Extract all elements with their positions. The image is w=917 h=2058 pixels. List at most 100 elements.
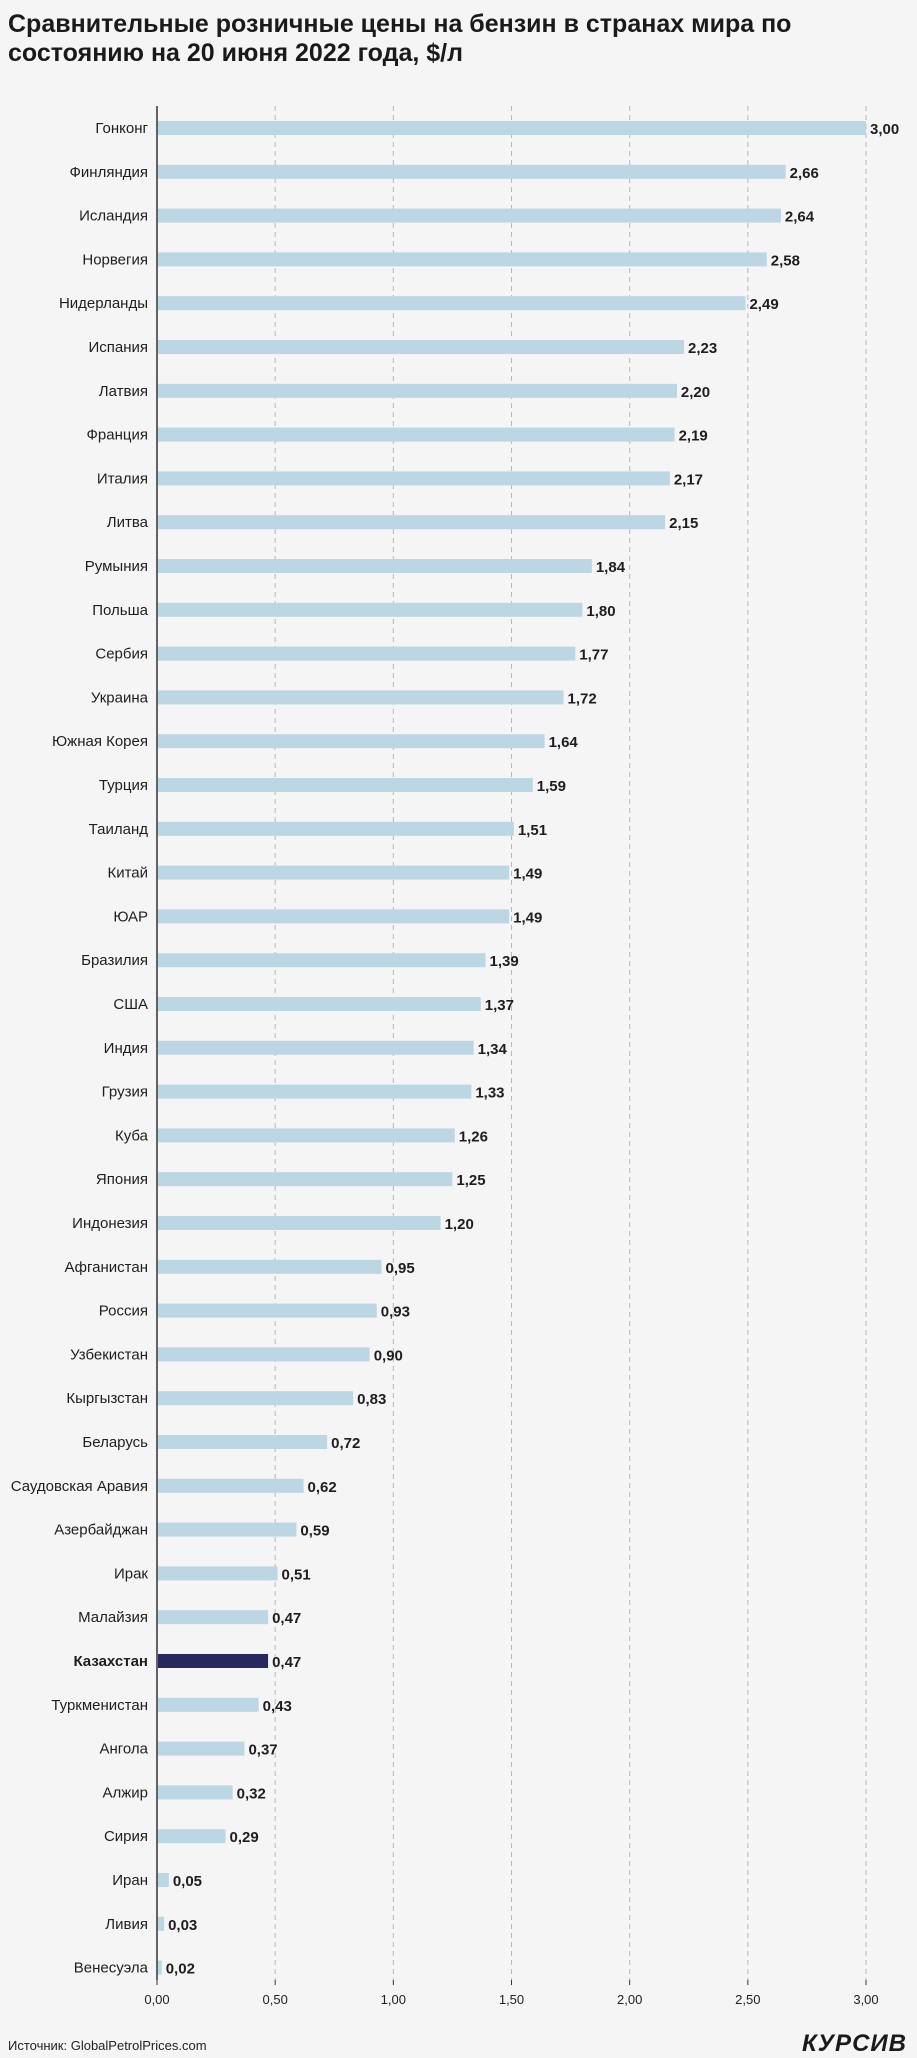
value-label: 0,51 — [282, 1566, 311, 1583]
x-tick-label: 1,50 — [499, 1992, 524, 2007]
value-label: 1,51 — [518, 822, 547, 839]
value-label: 0,47 — [272, 1610, 301, 1627]
value-label: 2,49 — [749, 296, 778, 313]
category-label: Куба — [115, 1127, 149, 1144]
category-label: Турция — [99, 777, 148, 794]
value-label: 1,72 — [567, 690, 596, 707]
value-label: 1,77 — [579, 647, 608, 664]
bar — [158, 1741, 245, 1756]
value-label: 1,26 — [459, 1128, 488, 1145]
bar — [158, 383, 677, 398]
value-label: 0,72 — [331, 1435, 360, 1452]
bar — [158, 646, 576, 661]
category-label: Алжир — [102, 1784, 148, 1801]
category-label: ЮАР — [113, 908, 148, 925]
value-label: 2,66 — [790, 165, 819, 182]
category-label: Казахстан — [73, 1653, 148, 1670]
category-label: Сирия — [104, 1828, 148, 1845]
value-label: 1,49 — [513, 909, 542, 926]
category-label: Литва — [107, 514, 149, 531]
bar — [158, 1435, 328, 1449]
bar — [158, 515, 666, 530]
bar — [158, 1829, 226, 1844]
value-label: 0,93 — [381, 1304, 410, 1321]
value-label: 0,59 — [300, 1523, 329, 1540]
category-label: США — [113, 996, 148, 1013]
category-label: Испания — [88, 339, 148, 356]
bar — [158, 1785, 233, 1800]
bar — [158, 559, 592, 573]
source-note: Источник: GlobalPetrolPrices.com — [8, 2038, 207, 2053]
bar — [158, 1040, 474, 1055]
value-label: 1,20 — [445, 1216, 474, 1233]
category-label: Латвия — [99, 383, 148, 400]
value-label: 1,39 — [490, 953, 519, 970]
category-label: Туркменистан — [51, 1697, 148, 1714]
bar — [158, 909, 510, 924]
bar — [158, 121, 866, 135]
value-label: 2,20 — [681, 384, 710, 401]
category-label: Россия — [99, 1303, 148, 1320]
value-label: 2,58 — [771, 252, 800, 269]
value-label: 0,62 — [308, 1479, 337, 1496]
category-label: Ангола — [99, 1741, 148, 1758]
bar — [158, 427, 675, 442]
bar — [158, 1960, 162, 1975]
bar — [158, 821, 514, 836]
category-label: Нидерланды — [59, 295, 148, 312]
category-label: Афганистан — [65, 1259, 149, 1276]
bar — [158, 953, 486, 968]
value-label: 1,34 — [478, 1041, 508, 1058]
x-tick-label: 0,00 — [144, 1992, 169, 2007]
bar — [158, 734, 545, 749]
category-label: Румыния — [85, 558, 148, 575]
bar — [158, 997, 481, 1011]
value-label: 2,15 — [669, 515, 698, 532]
category-label: Узбекистан — [70, 1346, 148, 1363]
bar — [158, 296, 746, 311]
value-label: 3,00 — [870, 121, 899, 138]
bar — [158, 1391, 354, 1406]
value-label: 1,37 — [485, 997, 514, 1014]
bar — [158, 1654, 269, 1668]
category-label: Япония — [96, 1171, 148, 1188]
value-label: 2,17 — [674, 471, 703, 488]
bar — [158, 340, 685, 354]
value-label: 1,80 — [586, 603, 615, 620]
category-label: Бразилия — [81, 952, 148, 969]
value-label: 1,25 — [456, 1172, 485, 1189]
bar — [158, 1697, 259, 1712]
category-label: Ирак — [114, 1565, 148, 1582]
category-label: Финляндия — [70, 164, 148, 181]
bar — [158, 1128, 455, 1143]
category-label: Азербайджан — [54, 1522, 148, 1539]
category-label: Исландия — [79, 208, 148, 225]
value-label: 1,84 — [596, 559, 626, 576]
bar — [158, 471, 670, 486]
value-label: 0,37 — [248, 1742, 277, 1759]
bar — [158, 1566, 278, 1581]
category-label: Кыргызстан — [66, 1390, 148, 1407]
bar — [158, 1610, 269, 1625]
x-tick-label: 3,00 — [853, 1992, 878, 2007]
bar — [158, 164, 786, 179]
value-label: 0,95 — [386, 1260, 415, 1277]
value-label: 0,43 — [263, 1698, 292, 1715]
bar — [158, 1478, 304, 1493]
category-label: Китай — [107, 865, 148, 882]
value-label: 2,64 — [785, 209, 815, 226]
category-label: Норвегия — [82, 251, 148, 268]
value-label: 0,83 — [357, 1391, 386, 1408]
category-label: Южная Корея — [52, 733, 148, 750]
category-label: Венесуэла — [74, 1960, 149, 1977]
category-label: Малайзия — [78, 1609, 148, 1626]
value-label: 2,23 — [688, 340, 717, 357]
category-label: Таиланд — [89, 821, 149, 838]
bar — [158, 1259, 382, 1274]
bar — [158, 1916, 165, 1931]
category-label: Польша — [92, 602, 148, 619]
value-label: 1,59 — [537, 778, 566, 795]
value-label: 0,05 — [173, 1873, 202, 1890]
value-label: 0,90 — [374, 1347, 403, 1364]
category-label: Сербия — [95, 646, 148, 663]
